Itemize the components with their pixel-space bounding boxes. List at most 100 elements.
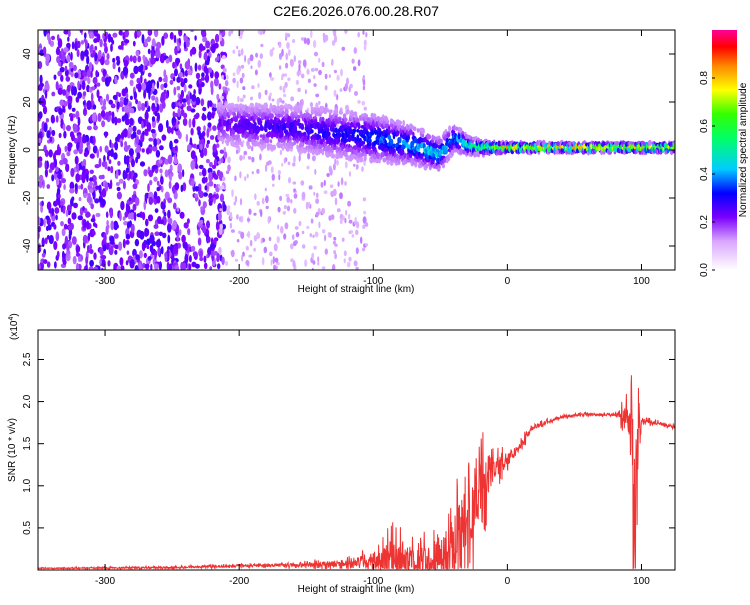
spectrogram-cell: [159, 168, 163, 174]
spectrogram-cell: [75, 110, 80, 120]
spectrogram-cell: [222, 86, 226, 91]
spectrogram-cell: [129, 79, 134, 87]
spectrogram-cell: [299, 111, 303, 119]
spectrogram-cell: [46, 201, 52, 211]
spectrogram-cell: [269, 251, 273, 257]
spectrogram-cell: [189, 92, 192, 100]
spectrogram-cell: [473, 151, 477, 158]
spectrogram-cell: [81, 160, 87, 167]
spectrogram-cell: [114, 141, 119, 151]
spectrogram-cell: [219, 223, 223, 230]
spectrogram-cell: [117, 45, 123, 50]
spectrogram-cell: [93, 125, 98, 131]
spectrogram-cell: [332, 163, 336, 171]
spectrogram-cell: [315, 93, 320, 98]
spectrogram-cell: [362, 79, 366, 86]
spectrogram-cell: [53, 241, 58, 250]
spectrogram-cell: [313, 119, 318, 124]
spectrogram-cell: [91, 112, 97, 123]
spectrogram-cell: [264, 103, 268, 110]
spectrogram-cell: [239, 198, 243, 206]
spectrogram-cell: [216, 93, 220, 101]
spectrogram-cell: [38, 244, 41, 253]
spectrogram-cell: [242, 86, 246, 91]
spectrogram-cell: [63, 130, 67, 139]
spectrogram-cell: [247, 156, 252, 160]
spectrogram-cell: [204, 185, 208, 191]
spectrogram-cell: [301, 142, 304, 148]
spectrogram-cell: [351, 111, 355, 118]
spectrogram-cell: [243, 150, 248, 156]
spectrogram-cell: [189, 137, 193, 146]
spectrogram-cell: [75, 96, 80, 103]
spectrogram-cell: [110, 43, 113, 52]
spectrogram-cell: [87, 144, 91, 151]
spectrogram-cell: [333, 69, 337, 74]
spectrogram-cell: [285, 36, 288, 41]
spectrogram-cell: [70, 67, 74, 72]
spectrogram-cell: [88, 61, 93, 71]
spectrogram-cell: [99, 259, 102, 265]
spectrogram-cell: [55, 81, 59, 91]
spectrogram-cell: [197, 64, 202, 71]
spectrogram-cell: [119, 211, 122, 222]
spectrogram-cell: [259, 153, 262, 161]
spectrogram-cell: [141, 148, 145, 153]
spectrogram-cell: [138, 250, 143, 259]
spectrogram-cell: [159, 219, 164, 225]
spectrogram-cell: [226, 208, 230, 216]
spectrogram-cell: [185, 134, 189, 142]
spectrogram-cell: [86, 212, 91, 218]
spectrogram-cell: [312, 260, 316, 265]
spectrogram-cell: [104, 132, 108, 138]
spectrogram-cell: [156, 41, 162, 50]
spectrogram-cell: [75, 262, 80, 270]
spectrogram-cell: [240, 142, 244, 148]
spectrogram-cell: [71, 212, 77, 220]
spectrogram-cell: [122, 66, 129, 76]
spectrogram-cell: [307, 144, 312, 150]
spectrogram-cell: [278, 113, 281, 118]
spectrogram-cell: [165, 92, 169, 99]
spectrogram-cell: [76, 40, 81, 49]
spectrogram-cell: [164, 252, 168, 262]
spectrogram-cell: [362, 216, 367, 224]
spectrogram-cell: [165, 58, 170, 64]
spectrogram-cell: [331, 58, 334, 65]
spectrogram-cell: [453, 124, 456, 131]
spectrogram-cell: [389, 138, 394, 146]
spectrogram-cell: [164, 169, 169, 178]
spectrogram-cell: [203, 262, 208, 270]
spectrogram-cell: [120, 141, 124, 148]
spectrogram-cell: [66, 250, 69, 258]
spectrogram-cell: [287, 49, 291, 56]
spectrogram-cell: [277, 224, 280, 230]
spectrogram-cell: [290, 243, 294, 250]
colorbar-tick-label: 0.2: [699, 215, 710, 229]
spectrogram-cell: [285, 52, 289, 61]
spectrogram-cell: [141, 34, 145, 44]
spectrogram-cell: [147, 48, 151, 55]
spectrogram-cell: [99, 97, 103, 106]
spectrogram-cell: [147, 30, 151, 35]
spectrogram-cell: [276, 105, 281, 111]
spectrogram-cell: [143, 239, 147, 249]
spectrogram-cell: [101, 76, 106, 83]
spectrogram-cell: [294, 226, 299, 230]
spectrogram-cell: [197, 229, 201, 236]
spectrogram-cell: [361, 166, 364, 172]
spectrogram-cell: [172, 61, 176, 69]
spectrogram-cell: [324, 234, 327, 242]
spectrogram-cell: [368, 145, 372, 150]
spectrogram-cell: [99, 247, 104, 256]
spectrogram-cell: [238, 52, 241, 57]
spectrogram-cell: [82, 133, 86, 144]
spectrogram-cell: [68, 232, 72, 241]
spectrogram-cell: [323, 107, 328, 115]
y-tick-label: 0.5: [22, 521, 33, 535]
spectrogram-cell: [45, 225, 49, 232]
spectrogram-cell: [213, 77, 219, 87]
spectrogram-cell: [349, 171, 351, 177]
spectrogram-cell: [144, 263, 150, 269]
